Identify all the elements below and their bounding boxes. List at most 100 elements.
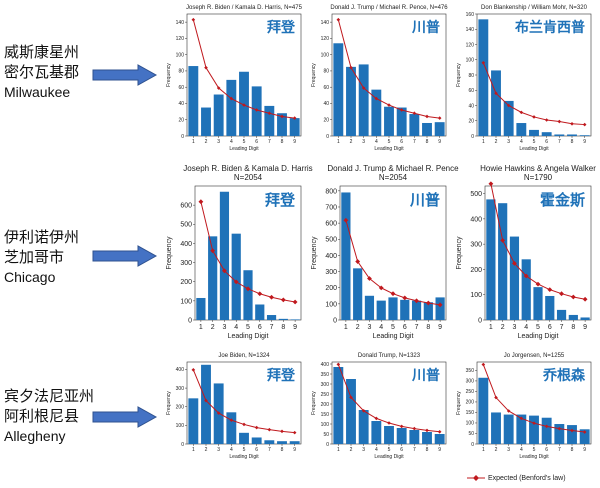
x-tick-label: 2 (350, 139, 353, 145)
expected-point (402, 295, 408, 301)
x-axis-label: Leading Digit (519, 454, 549, 460)
expected-point (292, 116, 297, 120)
expected-point (387, 421, 391, 425)
y-tick-label: 140 (466, 27, 475, 33)
expected-point (582, 122, 587, 127)
expected-point (559, 291, 564, 297)
bar (434, 434, 445, 444)
y-tick-label: 120 (466, 42, 475, 48)
bar (384, 426, 394, 444)
expected-point (582, 296, 588, 302)
bar (289, 441, 300, 444)
arrow-right-icon (92, 245, 158, 267)
x-tick-label: 7 (268, 447, 271, 453)
x-tick-label: 8 (426, 324, 430, 331)
expected-point (582, 430, 587, 434)
y-tick-label: 50 (323, 432, 329, 438)
y-tick-label: 100 (321, 52, 330, 58)
y-tick-label: 200 (470, 267, 482, 274)
x-tick-label: 2 (211, 324, 215, 331)
x-axis-label: Leading Digit (519, 146, 549, 152)
y-tick-label: 80 (323, 69, 329, 75)
expected-point (387, 103, 391, 107)
expected-point (254, 425, 259, 430)
y-tick-label: 0 (181, 134, 184, 140)
bar (409, 430, 420, 444)
expected-point (425, 114, 429, 119)
bar (409, 114, 420, 136)
row-label-chicago: 伊利诺伊州 芝加哥市 Chicago (4, 227, 79, 287)
row-label-line: Allegheny (4, 428, 66, 444)
expected-point (535, 281, 541, 287)
expected-point (292, 430, 297, 435)
bar (498, 203, 508, 320)
chart-title: Joe Biden, N=1324 (218, 353, 270, 359)
x-tick-label: 6 (400, 447, 403, 453)
candidate-annotation: 拜登 (265, 191, 296, 209)
x-axis-label: Leading Digit (228, 333, 269, 340)
x-axis-label: Leading Digit (374, 146, 404, 152)
y-tick-label: 0 (326, 134, 329, 140)
expected-point (204, 398, 208, 403)
y-tick-label: 200 (466, 400, 475, 406)
x-tick-label: 5 (391, 324, 395, 331)
x-tick-label: 6 (400, 139, 403, 145)
x-tick-label: 7 (413, 139, 416, 145)
y-tick-label: 300 (466, 379, 475, 385)
x-tick-label: 4 (375, 139, 378, 145)
x-tick-label: 2 (356, 324, 360, 331)
x-tick-label: 4 (524, 324, 528, 331)
y-tick-label: 160 (466, 12, 475, 18)
x-tick-label: 2 (350, 447, 353, 453)
y-tick-label: 0 (188, 317, 192, 324)
bar (226, 412, 237, 444)
arrow-right-icon (92, 406, 158, 428)
y-tick-label: 0 (333, 317, 337, 324)
y-tick-label: 700 (325, 204, 337, 211)
x-tick-label: 5 (246, 324, 250, 331)
bar (239, 432, 249, 444)
chart-title: Donald J. Trump & Michael R. Pence (327, 164, 459, 173)
y-tick-label: 20 (178, 117, 184, 123)
y-tick-label: 200 (321, 402, 330, 408)
x-axis-label: Leading Digit (518, 333, 559, 340)
y-tick-label: 0 (471, 134, 474, 140)
x-tick-label: 6 (545, 139, 548, 145)
y-tick-label: 120 (321, 36, 330, 42)
bar (353, 268, 363, 320)
x-tick-label: 1 (192, 447, 195, 453)
chart-title: Joseph R. Biden / Kamala D. Harris, N=47… (186, 5, 303, 11)
y-tick-label: 100 (325, 301, 337, 308)
candidate-annotation: 布兰肯西普 (515, 19, 585, 36)
x-tick-label: 8 (571, 324, 575, 331)
chart-biden-chicago: Joseph R. Biden & Kamala D. Harris N=2054… (165, 162, 313, 348)
expected-point (191, 368, 196, 372)
y-tick-label: 0 (181, 442, 184, 448)
expected-point (570, 122, 574, 126)
bar (486, 199, 496, 320)
x-axis-label: Leading Digit (229, 454, 259, 460)
x-tick-label: 5 (388, 139, 391, 145)
bar (422, 122, 432, 136)
x-tick-label: 5 (536, 324, 540, 331)
x-tick-label: 9 (583, 324, 587, 331)
x-tick-label: 9 (583, 139, 586, 145)
y-tick-label: 200 (176, 404, 185, 410)
y-tick-label: 100 (470, 292, 482, 299)
y-tick-label: 250 (321, 392, 330, 398)
bar (491, 70, 501, 136)
y-tick-label: 140 (176, 20, 185, 26)
bar (208, 236, 218, 320)
expected-point (191, 17, 196, 22)
expected-point (210, 248, 216, 254)
expected-point (343, 217, 349, 223)
chart-trump-milwaukee: Donald J. Trump / Michael R. Pence, N=47… (310, 2, 450, 160)
y-axis-label: Frequency (456, 236, 463, 270)
bar (567, 425, 577, 444)
bar (516, 414, 527, 444)
bar (358, 64, 369, 136)
bar (434, 122, 445, 136)
x-tick-label: 5 (533, 139, 536, 145)
x-tick-label: 7 (413, 447, 416, 453)
y-tick-label: 400 (180, 241, 192, 248)
